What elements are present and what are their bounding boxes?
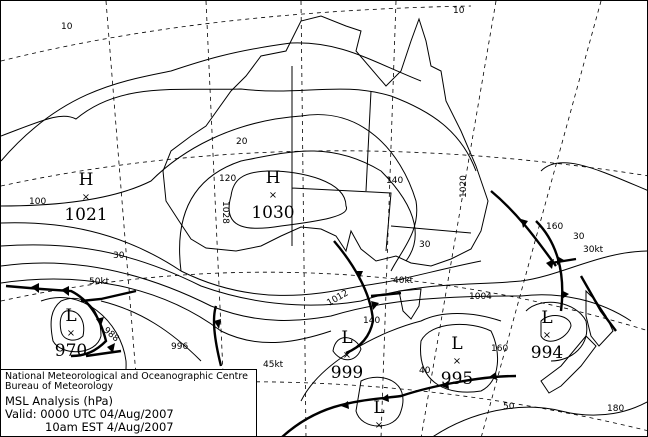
pressure-value: 994: [531, 343, 563, 363]
high-symbol: H: [79, 170, 94, 190]
low-pressure-994: L × 994: [531, 308, 563, 363]
pressure-value: 995: [441, 369, 473, 389]
pressure-value: 970: [55, 341, 87, 361]
cold-front: [370, 291, 402, 298]
graticule-label: 10: [61, 22, 73, 32]
high-symbol: H: [266, 168, 281, 188]
graticule-label: 180: [607, 404, 624, 414]
pressure-value: 1030: [251, 203, 294, 223]
isobar-label: 996: [171, 342, 188, 352]
cold-front: [281, 374, 517, 436]
graticule-label: 140: [386, 176, 403, 186]
low-pressure-995: L × 995: [441, 334, 473, 389]
graticule-label: 160: [546, 222, 563, 232]
graticule-label: 30: [573, 232, 585, 242]
isobar-label: 1028: [220, 201, 230, 224]
graticule-label: 20: [236, 137, 248, 147]
cold-front: [5, 284, 108, 358]
graticule-label: 40: [419, 366, 431, 376]
center-mark: ×: [269, 190, 277, 201]
cold-front: [333, 240, 375, 355]
tasmania-coast: [398, 288, 422, 320]
coastline: [162, 15, 647, 394]
graticule-label: 10: [453, 6, 465, 16]
cold-front: [579, 275, 617, 332]
cold-front: [85, 349, 122, 358]
center-mark: ×: [375, 420, 383, 431]
trough-line: [80, 289, 137, 303]
pressure-value: 1021: [64, 205, 107, 225]
high-pressure-1030: H × 1030: [251, 168, 294, 223]
cold-front: [490, 190, 557, 267]
low-symbol: L: [373, 398, 384, 418]
graticule-label: 120: [219, 174, 236, 184]
centre-name: National Meteorological and Oceanographi…: [5, 371, 248, 382]
low-pressure-999: L × 999: [331, 328, 363, 383]
chart-info-box: National Meteorological and Oceanographi…: [1, 369, 257, 436]
isobar-label: 1020: [459, 175, 469, 198]
low-symbol: L: [451, 334, 462, 354]
graticule-label: 160: [491, 344, 508, 354]
valid-time-utc: Valid: 0000 UTC 04/Aug/2007: [5, 407, 174, 421]
low-symbol: L: [65, 306, 76, 326]
wind-label: 40kt: [393, 276, 414, 286]
center-mark: ×: [343, 350, 351, 361]
high-pressure-1021: H × 1021: [64, 170, 107, 225]
wind-label: 30kt: [583, 245, 604, 255]
wind-label: 50kt: [89, 277, 110, 287]
product-title: MSL Analysis (hPa): [5, 394, 114, 408]
cold-front: [212, 305, 223, 367]
center-mark: ×: [543, 330, 551, 341]
center-mark: ×: [453, 356, 461, 367]
wind-label: 45kt: [263, 360, 284, 370]
center-mark: ×: [67, 328, 75, 339]
new-zealand-south-coast: [540, 335, 597, 394]
isobar-label: 1004: [469, 292, 492, 302]
graticule-label: 140: [363, 316, 380, 326]
graticule-label: 100: [29, 197, 46, 207]
graticule-label: 50: [503, 402, 515, 412]
new-zealand-north-coast: [585, 289, 614, 347]
low-symbol: L: [541, 308, 552, 328]
pressure-value: 999: [331, 363, 363, 383]
graticule-label: 30: [419, 240, 431, 250]
valid-time-local: 10am EST 4/Aug/2007: [45, 420, 174, 434]
bureau-name: Bureau of Meteorology: [5, 381, 114, 392]
state-borders: [291, 66, 472, 252]
graticule-label: 30: [113, 251, 125, 261]
low-pressure-unlabelled: L ×: [373, 398, 384, 431]
center-mark: ×: [82, 192, 90, 203]
cold-front: [550, 257, 577, 265]
low-pressure-970: L × 970: [55, 306, 87, 361]
australia-coast: [162, 15, 489, 267]
low-symbol: L: [341, 328, 352, 348]
